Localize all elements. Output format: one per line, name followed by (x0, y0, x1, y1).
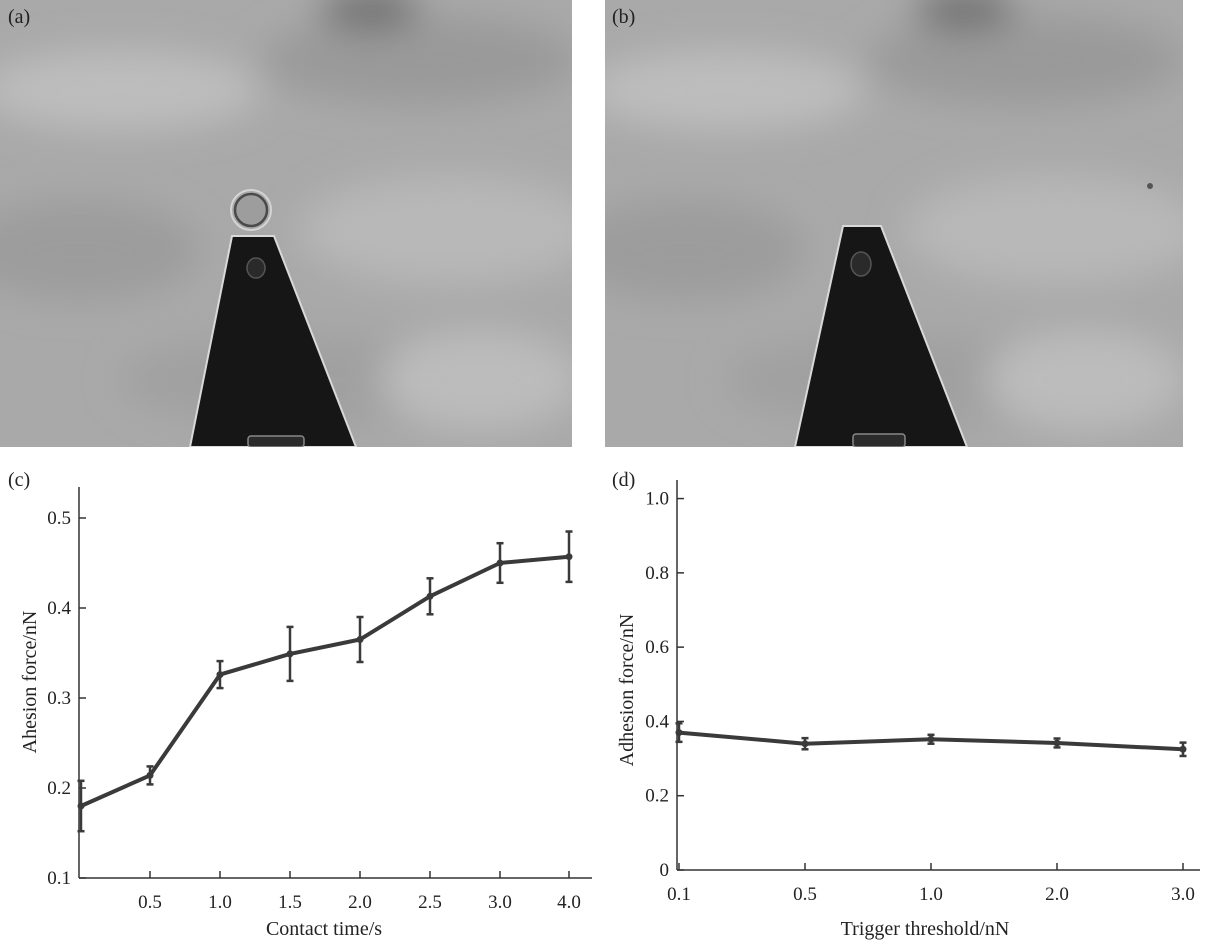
data-point (77, 802, 85, 810)
y-tick-label: 0.2 (47, 778, 71, 799)
x-tick-label: 3.0 (488, 892, 512, 913)
x-ticks: 0.1 0.5 1.0 2.0 3.0 (667, 863, 1195, 905)
x-tick-label: 2.0 (348, 892, 372, 913)
data-point (286, 650, 294, 658)
chart-contact-time: 0.5 1.0 1.5 2.0 2.5 3.0 4.0 0.1 0.2 0.3 0.4 0.5 Co… (19, 487, 592, 940)
y-tick-label: 0.1 (47, 868, 71, 889)
data-point (801, 740, 809, 748)
data-point (146, 771, 154, 779)
chart-trigger-threshold: 0.1 0.5 1.0 2.0 3.0 0 0.2 0.4 0.6 0.8 1.0 Trigger… (616, 480, 1200, 940)
y-ticks: 0.1 0.2 0.3 0.4 0.5 (47, 508, 86, 889)
data-point (927, 735, 935, 743)
x-axis-title: Contact time/s (266, 918, 382, 940)
x-tick-label: 1.0 (208, 892, 232, 913)
series (77, 530, 573, 833)
micrograph-b-image (605, 0, 1183, 447)
data-point (356, 636, 364, 643)
y-tick-label: 0.8 (645, 563, 669, 584)
y-tick-label: 0.6 (645, 637, 669, 658)
debris-particle (1147, 183, 1153, 189)
y-axis-title: Ahesion force/nN (19, 611, 41, 754)
x-tick-label: 4.0 (557, 892, 581, 913)
cantilever-tip (188, 235, 358, 447)
data-point (1179, 745, 1187, 753)
x-tick-label: 3.0 (1171, 884, 1195, 905)
x-tick-label: 0.5 (138, 892, 162, 913)
data-point (216, 671, 224, 679)
x-tick-label: 0.5 (793, 884, 817, 905)
data-point (675, 729, 683, 737)
series (675, 722, 1187, 758)
panel-label-b: (b) (612, 6, 636, 28)
y-tick-label: 0.4 (47, 598, 71, 619)
y-ticks: 0 0.2 0.4 0.6 0.8 1.0 (645, 489, 684, 881)
data-point (496, 559, 504, 567)
y-tick-label: 0.4 (645, 711, 669, 732)
micrograph-a (0, 0, 572, 447)
attached-cell (230, 189, 272, 231)
micrograph-b (605, 0, 1183, 447)
data-point (1053, 739, 1061, 747)
micrograph-a-image (0, 0, 572, 447)
y-tick-label: 0.5 (47, 508, 71, 529)
y-tick-label: 0.2 (645, 786, 669, 807)
panel-label-c: (c) (8, 469, 31, 491)
x-ticks: 0.5 1.0 1.5 2.0 2.5 3.0 4.0 (138, 871, 581, 913)
panel-label-a: (a) (8, 6, 31, 28)
x-tick-label: 0.1 (667, 884, 691, 905)
x-axis-title: Trigger threshold/nN (841, 918, 1010, 940)
x-tick-label: 2.5 (418, 892, 442, 913)
series-line (80, 554, 570, 808)
y-tick-label: 0 (660, 860, 670, 881)
panel-label-d: (d) (612, 469, 636, 491)
x-tick-label: 1.5 (278, 892, 302, 913)
x-tick-label: 1.0 (919, 884, 943, 905)
y-axis-title: Adhesion force/nN (616, 614, 638, 767)
y-tick-label: 0.3 (47, 688, 71, 709)
cantilever-tip (793, 225, 969, 447)
x-tick-label: 2.0 (1045, 884, 1069, 905)
data-point (426, 592, 434, 600)
y-tick-label: 1.0 (645, 489, 669, 510)
data-point (565, 553, 573, 561)
